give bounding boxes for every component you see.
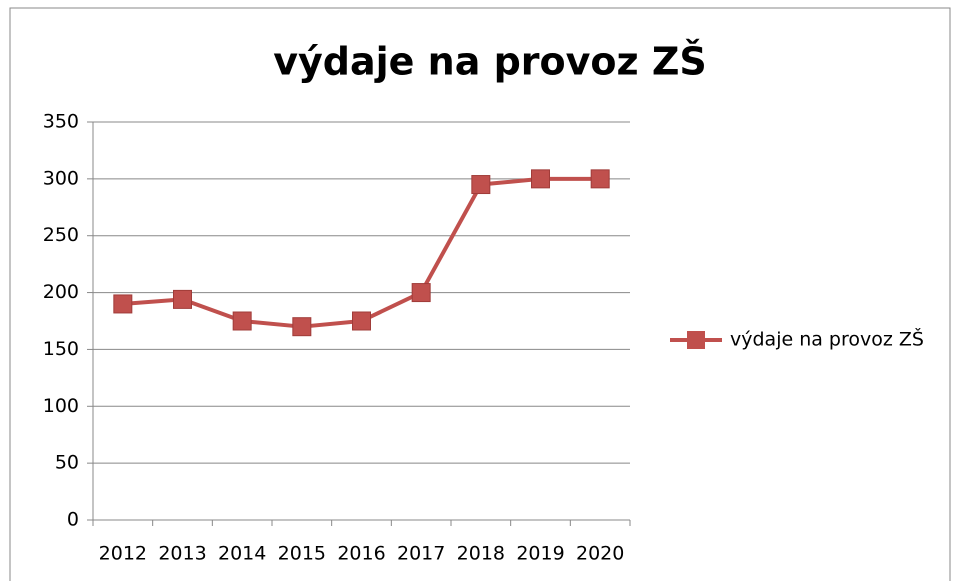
marker bbox=[411, 283, 431, 303]
y-tick-label: 0 bbox=[67, 509, 79, 531]
y-tick-label: 100 bbox=[43, 395, 79, 417]
y-tick-label: 250 bbox=[43, 224, 79, 246]
marker bbox=[113, 294, 133, 314]
x-tick-label: 2019 bbox=[516, 543, 564, 565]
marker bbox=[232, 311, 252, 331]
x-tick-label: 2015 bbox=[278, 543, 326, 565]
y-tick-label: 200 bbox=[43, 281, 79, 303]
marker bbox=[173, 289, 192, 309]
marker bbox=[471, 175, 491, 195]
x-tick-label: 2016 bbox=[337, 543, 385, 565]
x-tick-label: 2012 bbox=[99, 543, 147, 565]
x-tick-label: 2018 bbox=[457, 543, 505, 565]
y-tick-label: 350 bbox=[43, 111, 79, 133]
marker bbox=[590, 169, 610, 189]
marker bbox=[292, 317, 312, 337]
y-tick-label: 150 bbox=[43, 338, 79, 360]
y-tick-label: 50 bbox=[55, 452, 79, 474]
legend-marker bbox=[687, 331, 705, 349]
marker bbox=[352, 311, 371, 331]
y-tick-label: 300 bbox=[43, 167, 79, 189]
x-tick-label: 2013 bbox=[158, 543, 206, 565]
chart-title: výdaje na provoz ZŠ bbox=[273, 40, 707, 84]
x-tick-label: 2020 bbox=[576, 543, 624, 565]
x-tick-label: 2014 bbox=[218, 543, 266, 565]
x-tick-label: 2017 bbox=[397, 543, 445, 565]
marker bbox=[531, 169, 550, 189]
chart-border bbox=[9, 7, 951, 585]
legend-label: výdaje na provoz ZŠ bbox=[730, 327, 924, 351]
